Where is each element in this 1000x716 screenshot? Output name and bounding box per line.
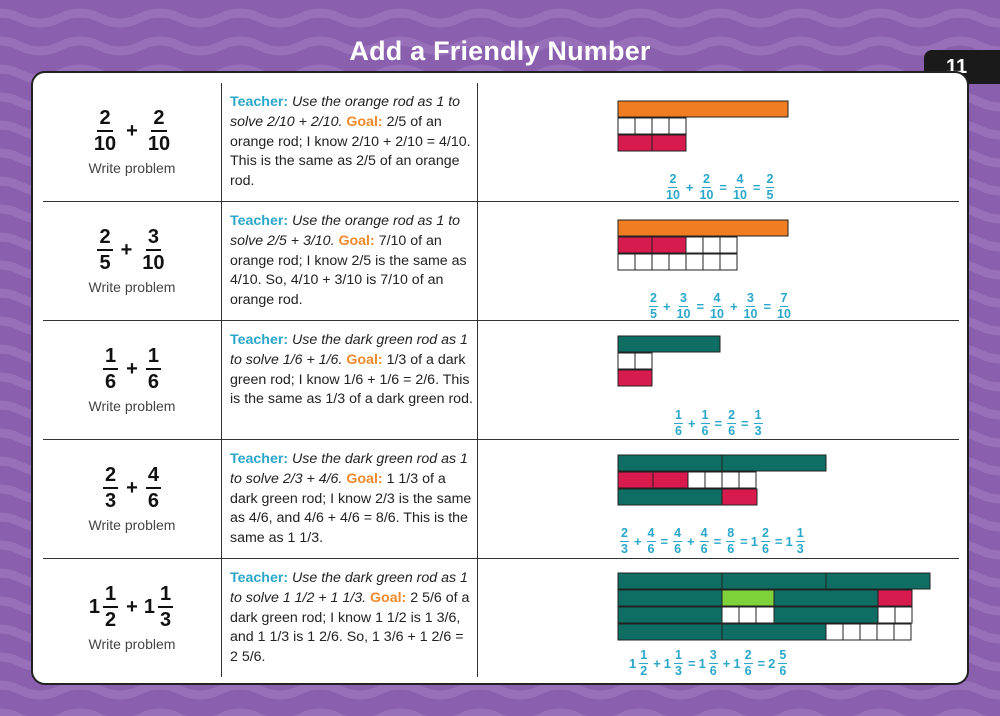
orange-rod [617,219,789,237]
dark-green-rods [617,572,931,641]
red-rods [617,236,687,254]
write-problem-label: Write problem [88,517,176,533]
teacher-note: Teacher: Use the dark green rod as 1 to … [230,332,473,408]
dark-green-rod [617,488,723,506]
dark-green-rods [617,454,827,472]
write-problem-label: Write problem [88,398,176,414]
teacher-note: Teacher: Use the orange rod as 1 to solv… [230,213,467,309]
red-rod [721,488,758,506]
orange-rod [617,100,789,118]
lesson-card: 2 10 + 2 10 Write problem Teacher: Use the… [31,71,969,685]
page-title: Add a Friendly Number [349,36,651,66]
operator: + [126,119,138,142]
problem-cell: 2 10 + 2 10 Write problem [43,83,221,201]
white-cubes [617,236,738,271]
white-cubes [617,117,687,135]
red-rod [877,589,913,607]
lesson-row-1: 2 10 + 2 10 Write problem Teacher: Use the… [43,83,959,202]
white-cubes [721,606,913,641]
white-cubes [617,352,653,370]
red-rods [617,471,689,489]
teacher-note: Teacher: Use the orange rod as 1 to solv… [230,94,471,190]
fraction: 2 10 [147,107,171,155]
teacher-note: Teacher: Use the dark green rod as 1 to … [230,570,470,666]
red-rod [617,369,653,387]
write-problem-label: Write problem [88,279,176,295]
dark-green-rod [617,335,721,353]
red-rods [617,134,687,152]
write-problem-label: Write problem [88,636,176,652]
write-problem-label: Write problem [88,160,176,176]
fraction: 2 10 [93,107,117,155]
light-green-rod [721,589,775,607]
problem-expression: 2 10 + 2 10 [90,108,174,154]
teacher-note: Teacher: Use the dark green rod as 1 to … [230,451,472,547]
white-cubes [687,471,757,489]
